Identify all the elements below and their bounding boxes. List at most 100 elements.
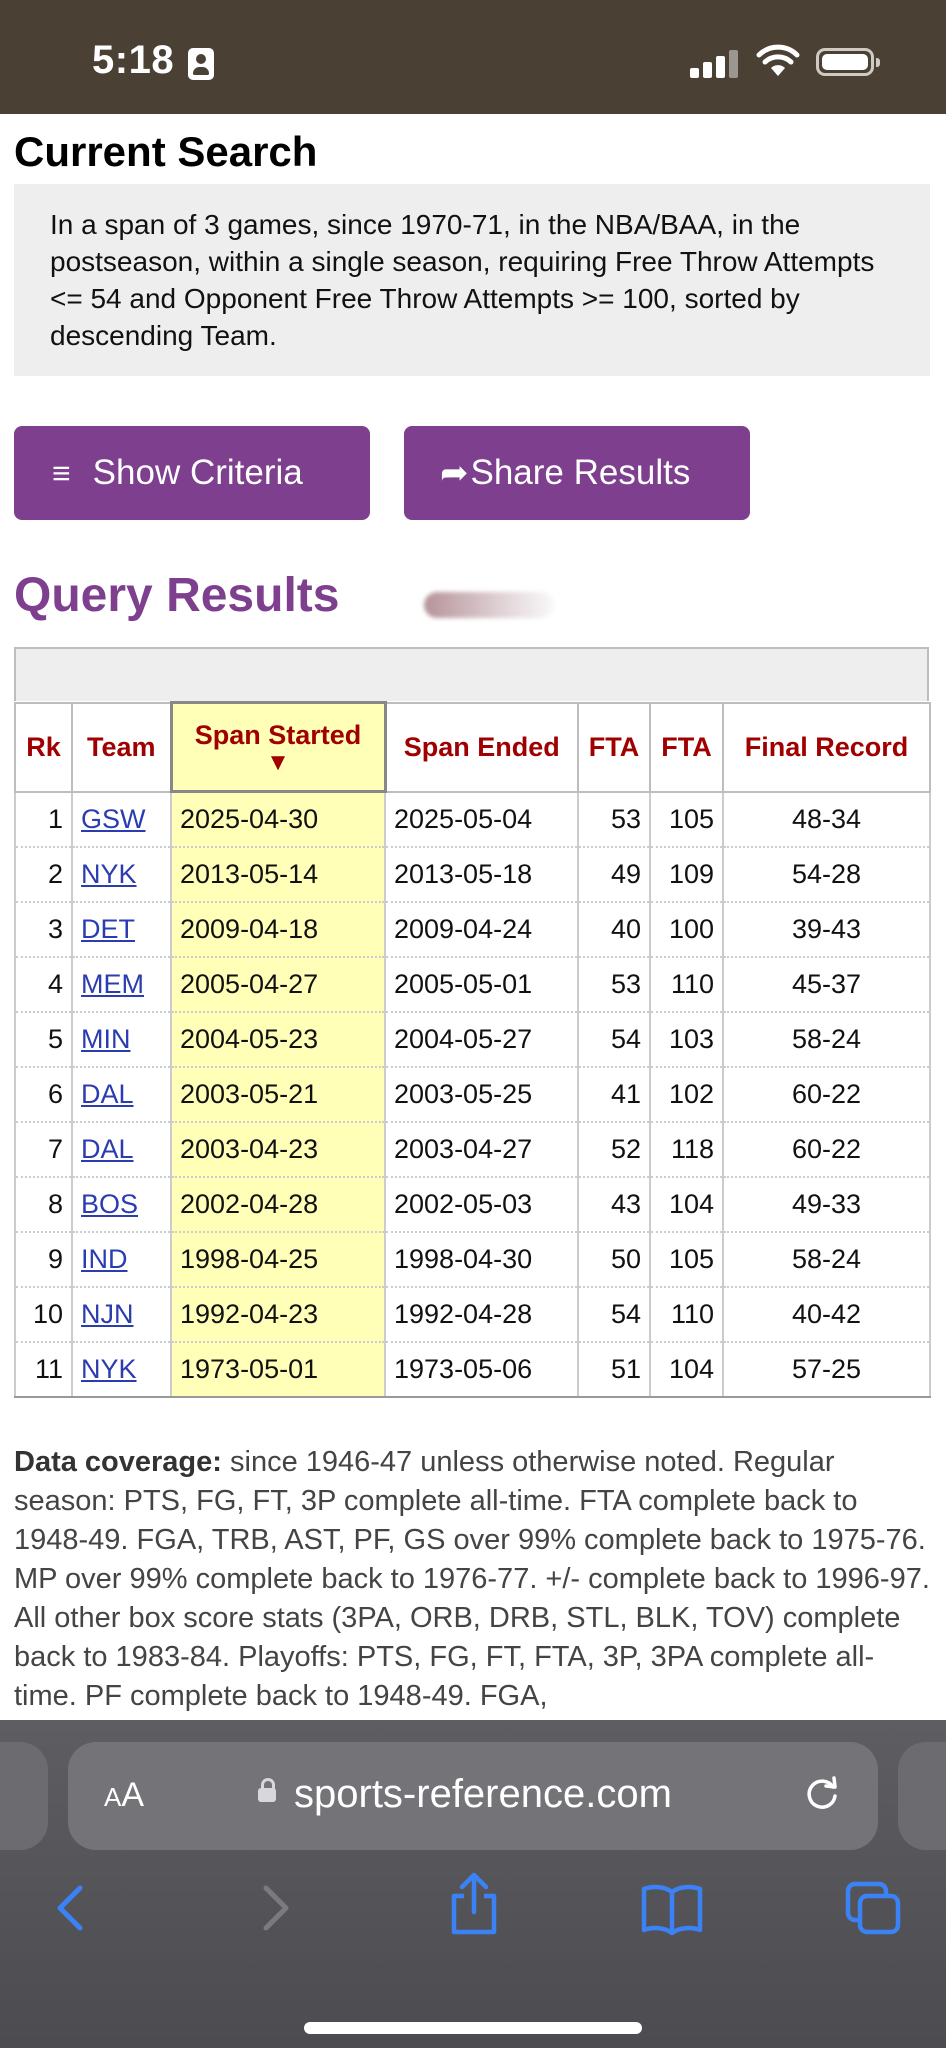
cell-fta: 43 xyxy=(577,1177,651,1233)
cell-fta: 53 xyxy=(577,957,651,1013)
cell-team: NJN xyxy=(71,1287,172,1343)
cell-span-ended: 2005-05-01 xyxy=(384,957,579,1013)
col-header-final-record[interactable]: Final Record xyxy=(722,701,931,793)
cell-span-ended: 1998-04-30 xyxy=(384,1232,579,1288)
team-link[interactable]: NYK xyxy=(81,1354,137,1384)
reload-icon[interactable] xyxy=(802,1774,842,1814)
col-header-span-ended[interactable]: Span Ended xyxy=(384,701,579,793)
cell-fta: 51 xyxy=(577,1342,651,1398)
team-link[interactable]: NYK xyxy=(81,859,137,889)
col-header-fta[interactable]: FTA xyxy=(577,701,651,793)
table-header-row: Rk Team Span Started ▼ Span Ended FTA FT… xyxy=(14,701,931,793)
cell-final-record: 40-42 xyxy=(722,1287,931,1343)
share-results-button[interactable]: ➦ Share Results xyxy=(404,426,750,520)
cell-opp-fta: 109 xyxy=(649,847,724,903)
table-row: 9 IND 1998-04-25 1998-04-30 50 105 58-24 xyxy=(14,1232,931,1288)
cell-opp-fta: 103 xyxy=(649,1012,724,1068)
team-link[interactable]: NJN xyxy=(81,1299,134,1329)
address-bar[interactable]: AA sports-reference.com xyxy=(68,1742,878,1850)
col-header-span-started[interactable]: Span Started ▼ xyxy=(169,701,387,793)
browser-toolbar: AA sports-reference.com xyxy=(0,1720,946,2048)
cell-span-started: 2002-04-28 xyxy=(170,1177,386,1233)
cell-span-ended: 2013-05-18 xyxy=(384,847,579,903)
cell-rank: 11 xyxy=(14,1342,73,1398)
url-text: sports-reference.com xyxy=(294,1772,672,1816)
cell-final-record: 45-37 xyxy=(722,957,931,1013)
home-indicator[interactable] xyxy=(304,2022,642,2034)
cell-span-ended: 2003-05-25 xyxy=(384,1067,579,1123)
cell-final-record: 48-34 xyxy=(722,791,931,848)
current-search-heading: Current Search xyxy=(14,128,318,175)
cell-fta: 54 xyxy=(577,1287,651,1343)
cell-rank: 7 xyxy=(14,1122,73,1178)
col-header-team[interactable]: Team xyxy=(71,701,172,793)
share-results-label: Share Results xyxy=(470,453,691,492)
contact-card-icon xyxy=(188,48,214,80)
back-icon[interactable] xyxy=(44,1880,100,1936)
team-link[interactable]: MEM xyxy=(81,969,144,999)
team-link[interactable]: DAL xyxy=(81,1079,134,1109)
team-link[interactable]: DAL xyxy=(81,1134,134,1164)
cell-span-ended: 2002-05-03 xyxy=(384,1177,579,1233)
cell-span-ended: 1992-04-28 xyxy=(384,1287,579,1343)
cell-opp-fta: 104 xyxy=(649,1177,724,1233)
col-header-span-started-label: Span Started xyxy=(194,719,362,750)
reader-settings-button[interactable]: AA xyxy=(104,1776,144,1815)
blurred-mark xyxy=(424,592,554,618)
cell-span-started: 2025-04-30 xyxy=(170,791,386,848)
show-criteria-button[interactable]: ≡ Show Criteria xyxy=(14,426,370,520)
cell-fta: 40 xyxy=(577,902,651,958)
cell-rank: 2 xyxy=(14,847,73,903)
cell-team: NYK xyxy=(71,847,172,903)
cell-opp-fta: 102 xyxy=(649,1067,724,1123)
results-table: Rk Team Span Started ▼ Span Ended FTA FT… xyxy=(14,701,931,1398)
bookmarks-icon[interactable] xyxy=(640,1880,704,1936)
cell-final-record: 39-43 xyxy=(722,902,931,958)
cell-span-started: 1992-04-23 xyxy=(170,1287,386,1343)
tabs-icon[interactable] xyxy=(844,1880,904,1936)
team-link[interactable]: BOS xyxy=(81,1189,139,1219)
team-link[interactable]: DET xyxy=(81,914,135,944)
cell-span-started: 2003-04-23 xyxy=(170,1122,386,1178)
next-tab-preview[interactable] xyxy=(898,1742,946,1850)
cell-team: GSW xyxy=(71,791,172,848)
cell-fta: 53 xyxy=(577,791,651,848)
sort-desc-icon: ▼ xyxy=(266,748,290,776)
cell-rank: 9 xyxy=(14,1232,73,1288)
cell-opp-fta: 110 xyxy=(649,957,724,1013)
cell-fta: 54 xyxy=(577,1012,651,1068)
table-body: 1 GSW 2025-04-30 2025-05-04 53 105 48-34 2 NYK 20… xyxy=(14,791,931,1398)
share-icon[interactable] xyxy=(444,1872,504,1936)
data-coverage-note: Data coverage: since 1946-47 unless othe… xyxy=(14,1443,934,1716)
cell-span-ended: 2009-04-24 xyxy=(384,902,579,958)
cell-rank: 10 xyxy=(14,1287,73,1343)
cell-final-record: 58-24 xyxy=(722,1012,931,1068)
data-coverage-text: since 1946-47 unless otherwise noted. Re… xyxy=(14,1446,930,1712)
cell-final-record: 54-28 xyxy=(722,847,931,903)
aa-small-glyph: A xyxy=(104,1782,122,1812)
previous-tab-preview[interactable] xyxy=(0,1742,48,1850)
query-results-heading: Query Results xyxy=(14,569,340,622)
cell-span-started: 2009-04-18 xyxy=(170,902,386,958)
cell-opp-fta: 105 xyxy=(649,791,724,848)
cell-span-started: 1998-04-25 xyxy=(170,1232,386,1288)
team-link[interactable]: MIN xyxy=(81,1024,131,1054)
table-row: 7 DAL 2003-04-23 2003-04-27 52 118 60-22 xyxy=(14,1122,931,1178)
table-row: 2 NYK 2013-05-14 2013-05-18 49 109 54-28 xyxy=(14,847,931,903)
forward-icon[interactable] xyxy=(246,1880,302,1936)
table-header-band xyxy=(14,647,929,701)
cell-team: NYK xyxy=(71,1342,172,1398)
status-time: 5:18 xyxy=(92,38,175,82)
cell-rank: 4 xyxy=(14,957,73,1013)
cell-final-record: 49-33 xyxy=(722,1177,931,1233)
cell-team: BOS xyxy=(71,1177,172,1233)
col-header-rk[interactable]: Rk xyxy=(14,701,73,793)
team-link[interactable]: IND xyxy=(81,1244,128,1274)
cell-final-record: 60-22 xyxy=(722,1067,931,1123)
col-header-opp-fta[interactable]: FTA xyxy=(649,701,724,793)
team-link[interactable]: GSW xyxy=(81,803,146,834)
cell-span-started: 2005-04-27 xyxy=(170,957,386,1013)
wifi-icon xyxy=(756,44,800,76)
table-row: 5 MIN 2004-05-23 2004-05-27 54 103 58-24 xyxy=(14,1012,931,1068)
battery-icon xyxy=(816,48,880,76)
